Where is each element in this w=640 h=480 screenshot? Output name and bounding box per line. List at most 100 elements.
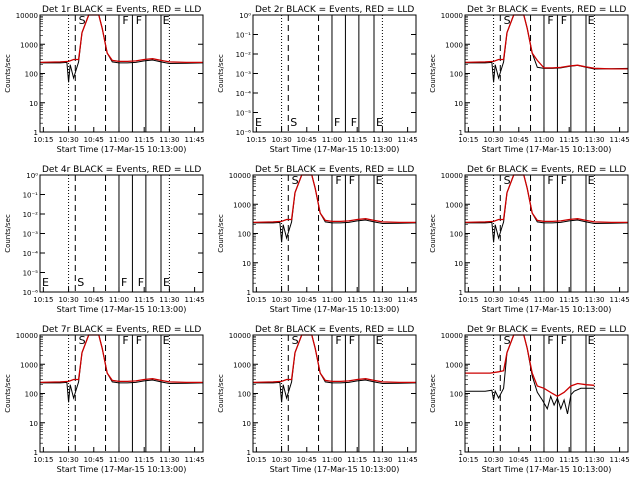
y-tick-label: 10000 <box>16 332 38 340</box>
y-tick-label: 1 <box>459 449 463 457</box>
y-tick-label: 100 <box>450 71 463 79</box>
event-marker: F <box>547 334 553 347</box>
x-tick-label: 11:45 <box>185 136 205 144</box>
y-tick-label: 1 <box>247 449 251 457</box>
y-tick-label: 10⁻⁴ <box>23 250 39 258</box>
x-tick-label: 11:30 <box>372 456 392 464</box>
x-tick-label: 10:45 <box>84 296 104 304</box>
plot-frame <box>464 14 629 133</box>
event-marker: F <box>138 276 144 289</box>
event-marker: S <box>290 116 297 129</box>
x-tick-label: 11:15 <box>134 296 154 304</box>
y-tick-label: 10 <box>29 100 38 108</box>
event-marker: S <box>292 334 299 347</box>
y-axis-label: Counts/sec <box>4 54 12 93</box>
y-tick-label: 1 <box>459 289 463 297</box>
y-tick-label: 10⁻¹ <box>236 32 252 40</box>
y-tick-label: 100 <box>450 391 463 399</box>
x-tick-label: 10:30 <box>483 456 503 464</box>
x-tick-label: 10:45 <box>84 456 104 464</box>
y-tick-label: 10⁻² <box>236 51 252 59</box>
x-axis-label: Start Time (17-Mar-15 10:13:00) <box>482 305 612 314</box>
x-tick-label: 10:15 <box>458 296 478 304</box>
y-tick-label: 10 <box>454 420 463 428</box>
x-tick-label: 10:15 <box>33 136 53 144</box>
x-axis-label: Start Time (17-Mar-15 10:13:00) <box>270 145 400 154</box>
x-axis-label: Start Time (17-Mar-15 10:13:00) <box>270 305 400 314</box>
y-tick-label: 100 <box>450 231 463 239</box>
x-tick-label: 11:00 <box>109 296 129 304</box>
event-marker: F <box>335 174 341 187</box>
y-tick-label: 100 <box>25 391 38 399</box>
y-tick-label: 10⁻³ <box>23 231 39 239</box>
event-marker: F <box>136 14 142 27</box>
lld-series-line <box>252 174 416 224</box>
panel-title: Det 7r BLACK = Events, RED = LLD <box>42 325 201 335</box>
x-tick-label: 10:15 <box>33 456 53 464</box>
x-tick-label: 11:15 <box>347 136 367 144</box>
y-tick-label: 10⁻⁶ <box>23 289 39 297</box>
x-tick-label: 11:00 <box>109 136 129 144</box>
y-tick-label: 10000 <box>441 332 463 340</box>
x-tick-label: 11:15 <box>559 456 579 464</box>
event-marker: E <box>588 174 595 187</box>
x-tick-label: 11:00 <box>534 456 554 464</box>
y-tick-label: 1000 <box>233 201 251 209</box>
event-marker: F <box>349 174 355 187</box>
event-marker: E <box>163 14 170 27</box>
y-tick-label: 100 <box>25 71 38 79</box>
x-axis-label: Start Time (17-Mar-15 10:13:00) <box>482 465 612 474</box>
lld-series-line <box>465 334 595 398</box>
panel-det-3: Det 3r BLACK = Events, RED = LLD 1 10 100 10… <box>429 5 630 154</box>
y-axis-label: Counts/sec <box>4 374 12 413</box>
event-marker: S <box>77 276 84 289</box>
plot-frame <box>39 174 204 293</box>
event-marker: S <box>504 174 511 187</box>
y-tick-label: 10⁻⁴ <box>236 90 252 98</box>
x-tick-label: 11:15 <box>559 296 579 304</box>
x-axis-label: Start Time (17-Mar-15 10:13:00) <box>57 465 187 474</box>
y-tick-label: 1000 <box>20 361 38 369</box>
x-axis-label: Start Time (17-Mar-15 10:13:00) <box>57 145 187 154</box>
x-tick-label: 11:00 <box>109 456 129 464</box>
panel-det-6: Det 6r BLACK = Events, RED = LLD 1 10 100 10… <box>429 165 630 314</box>
x-tick-label: 10:45 <box>509 456 529 464</box>
event-marker: S <box>504 334 511 347</box>
x-axis-label: Start Time (17-Mar-15 10:13:00) <box>270 465 400 474</box>
x-tick-label: 10:30 <box>58 136 78 144</box>
event-marker: E <box>163 334 170 347</box>
y-axis-label: Counts/sec <box>429 214 437 253</box>
x-tick-label: 11:45 <box>398 296 418 304</box>
x-tick-label: 11:30 <box>372 296 392 304</box>
x-tick-label: 10:30 <box>483 136 503 144</box>
y-tick-label: 100 <box>238 231 251 239</box>
panel-det-7: Det 7r BLACK = Events, RED = LLD 1 10 100 10… <box>4 325 205 474</box>
panel-det-4: Det 4r BLACK = Events, RED = LLD 10⁻⁶ 10⁻⁵… <box>4 165 205 314</box>
lld-series-line <box>39 334 203 384</box>
x-tick-label: 11:45 <box>610 136 630 144</box>
x-tick-label: 10:30 <box>271 136 291 144</box>
panel-title: Det 1r BLACK = Events, RED = LLD <box>42 5 201 15</box>
y-axis-label: Counts/sec <box>217 214 225 253</box>
y-tick-label: 1 <box>459 129 463 137</box>
plot-frame <box>39 334 204 453</box>
panel-title: Det 2r BLACK = Events, RED = LLD <box>255 5 414 15</box>
x-tick-label: 11:30 <box>159 456 179 464</box>
x-tick-label: 11:45 <box>398 456 418 464</box>
y-axis-label: Counts/sec <box>4 214 12 253</box>
x-tick-label: 11:45 <box>610 296 630 304</box>
y-tick-label: 10000 <box>16 12 38 20</box>
lld-series-line <box>252 334 416 384</box>
y-tick-label: 10⁰ <box>239 12 251 20</box>
plot-frame <box>252 334 417 453</box>
y-tick-label: 10 <box>29 420 38 428</box>
y-tick-label: 1000 <box>445 361 463 369</box>
plot-frame <box>252 14 417 133</box>
x-tick-label: 10:15 <box>458 136 478 144</box>
x-tick-label: 11:30 <box>159 296 179 304</box>
y-tick-label: 1 <box>34 449 38 457</box>
x-tick-label: 11:30 <box>584 296 604 304</box>
x-tick-label: 10:30 <box>483 296 503 304</box>
event-marker: E <box>255 116 262 129</box>
